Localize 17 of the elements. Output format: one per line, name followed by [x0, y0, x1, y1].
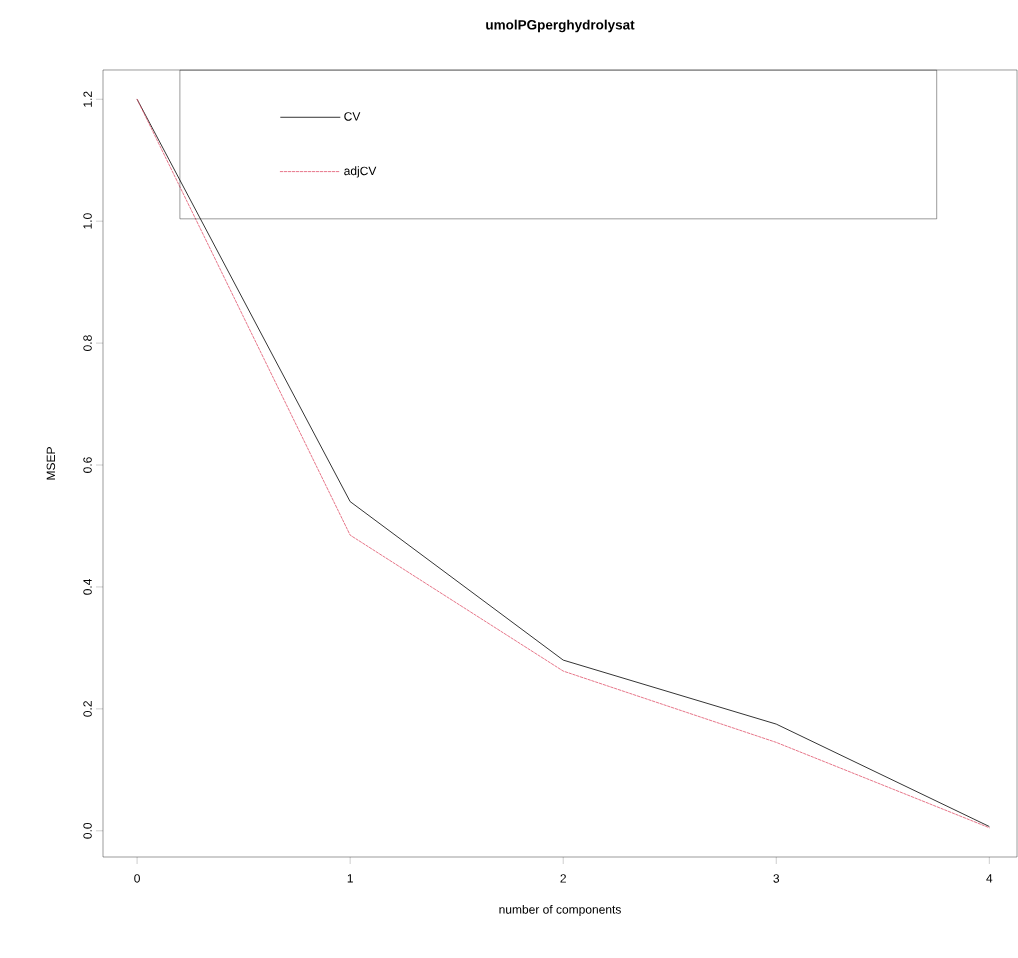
y-tick-label: 0.6 — [83, 457, 92, 473]
y-tick-label: 0.8 — [83, 335, 92, 351]
y-tick-label: 0.0 — [83, 822, 92, 839]
x-axis-title: number of components — [499, 904, 621, 917]
legend-label: adjCV — [344, 166, 377, 178]
x-tick-label: 2 — [560, 874, 566, 883]
x-tick-label: 3 — [773, 874, 780, 883]
chart-title: umolPGperghydrolysat — [486, 19, 635, 33]
x-tick-label: 4 — [986, 874, 993, 883]
y-tick-label: 0.4 — [83, 578, 92, 595]
y-tick-label: 0.2 — [83, 701, 92, 717]
x-tick-label: 1 — [347, 874, 353, 883]
y-tick-label: 1.0 — [83, 213, 92, 229]
y-axis-title: MSEP — [46, 447, 56, 480]
y-tick-label: 1.2 — [83, 91, 92, 107]
x-tick-label: 0 — [134, 874, 140, 883]
legend-label: CV — [344, 112, 361, 121]
